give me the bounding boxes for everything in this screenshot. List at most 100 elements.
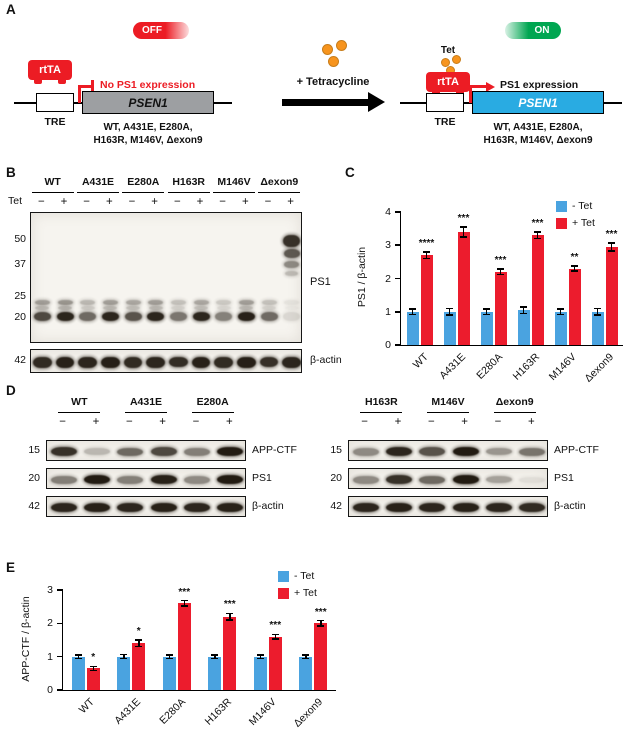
error-bar-cap [271,638,279,640]
mw-label-25: 25 [14,290,26,302]
mw-label-37: 37 [14,258,26,270]
tetracycline-dot [328,56,339,67]
mw-label-42: 42 [330,500,342,512]
error-bar-cap [180,599,188,602]
error-bar [77,655,79,659]
group-label: M146V [217,176,251,188]
ps1-bar-chart: 0 1 2 3 4 WT **** A431E *** E280A *** H163R *** M146V… [385,206,623,385]
off-badge-text: OFF [142,25,162,36]
error-bar [425,251,428,259]
significance-label: * [91,652,96,664]
significance-label: ** [570,251,579,263]
group-underline [58,411,101,414]
significance-label: **** [418,237,435,249]
minus-tet-bar [517,310,530,345]
significance-label: *** [605,228,618,240]
protein-band [285,271,299,276]
group-underline [167,191,210,194]
d-right-ps1-label: PS1 [554,472,574,484]
tet-label: Tet [440,45,456,56]
group-label: Δexon9 [495,396,534,408]
expression-text: PS1 expression [500,79,579,91]
protein-band [239,306,254,310]
error-bar [305,655,307,659]
x-category-label: M146V [546,351,579,384]
group-label: A431E [81,176,115,188]
significance-label: *** [314,606,327,618]
tet-minus-sign: − [128,195,136,208]
protein-band [486,448,512,455]
error-bar-cap [460,236,467,238]
minus-tet-bar [208,656,222,690]
group-underline [493,411,536,414]
error-bar [536,231,539,239]
error-bar-cap [446,314,453,316]
group-label: Δexon9 [260,176,299,188]
mw-label-20: 20 [330,472,342,484]
protein-band [146,356,165,368]
protein-band [117,475,144,484]
error-bar-cap [608,242,615,244]
protein-band [80,300,96,305]
error-bar [485,309,488,315]
blocked-arrow-bar [78,85,93,88]
protein-band [147,312,165,321]
group-label: WT [44,176,61,188]
protein-band [519,447,546,456]
variant-list-off: WT, A431E, E280A, H163R, M146V, Δexon9 [82,121,214,147]
protein-band [237,312,255,321]
protein-band [284,300,300,305]
error-bar-cap [211,657,219,660]
y-tick [57,589,63,591]
plus-tet-swatch-icon [556,217,567,229]
protein-band [486,476,512,483]
protein-band [101,312,119,321]
y-tick-label: 0 [385,339,391,351]
protein-band [103,306,118,310]
protein-band [148,306,163,310]
x-category-label: WT [410,351,431,372]
y-tick [395,277,401,280]
tet-minus-sign: − [264,195,272,208]
legend-plus-tet: + Tet [556,217,595,229]
legend-plus-label: + Tet [294,587,317,599]
minus-tet-bar [71,656,85,690]
x-category-label: H163R [202,696,234,728]
protein-band [452,503,479,512]
protein-band [486,503,512,512]
d-left-appctf-blot [46,440,246,461]
d-left-appctf-label: APP-CTF [252,444,297,456]
expression-arrow-bar [469,85,486,88]
on-state-badge: ON [505,22,561,39]
minus-tet-swatch-icon [278,570,289,582]
protein-band [419,447,446,456]
c-legend: - Tet + Tet [556,200,595,229]
y-tick [57,622,63,625]
error-bar-cap [520,306,527,308]
significance-label: *** [178,586,191,598]
d-left-actin-blot [46,496,246,517]
error-bar-cap [520,312,527,315]
group-label: E280A [196,396,229,408]
y-tick-label: 0 [47,684,53,696]
error-bar [183,600,185,606]
protein-band [262,306,276,310]
y-tick [57,689,63,691]
error-bar [123,654,125,659]
transition-arrow-head [368,92,385,112]
plus-tet-bar [177,603,191,690]
protein-band [84,448,110,455]
error-bar [92,666,94,671]
rtta-protein-off: rtTA [28,60,72,84]
protein-band [283,312,301,321]
tre-label-off: TRE [44,116,66,128]
tetracycline-label: + Tetracycline [296,76,370,88]
protein-band [33,356,52,368]
d-left-ps1-label: PS1 [252,472,272,484]
error-bar [214,655,216,659]
variant-line1: WT, A431E, E280A, [493,122,583,133]
protein-band [194,306,208,310]
x-category-label: Δexon9 [291,696,325,730]
error-bar-cap [534,231,541,233]
